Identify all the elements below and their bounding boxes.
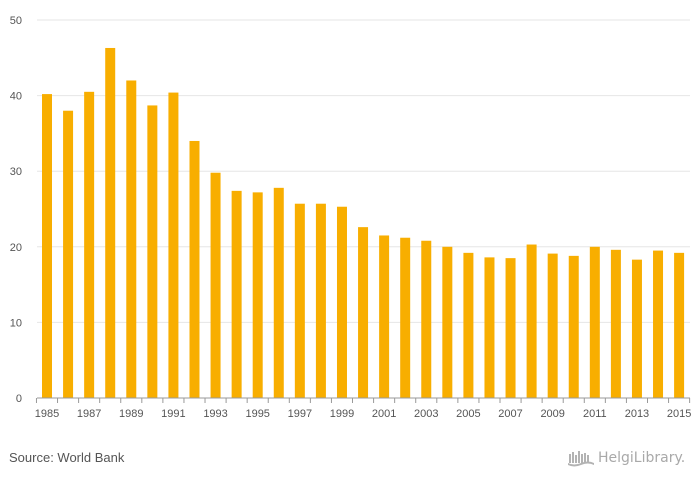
- x-tick-label: 2005: [456, 408, 480, 420]
- bar-2014: [653, 250, 664, 398]
- bar-1994: [231, 190, 242, 398]
- x-tick-label: 1989: [119, 408, 143, 420]
- bar-1996: [273, 187, 284, 398]
- source-note: Source: World Bank: [9, 450, 125, 465]
- bar-2006: [484, 257, 495, 398]
- bar-2008: [526, 244, 537, 398]
- bar-2010: [568, 255, 579, 398]
- bar-2015: [674, 252, 685, 398]
- brand-name: HelgiLibrary.: [598, 450, 686, 466]
- x-tick-label: 2015: [667, 408, 691, 420]
- bar-2011: [589, 246, 600, 398]
- tick-labels: 0 10 20 30 40 50 1985 1987 1989 1991 1993 1995 1997 1…: [10, 15, 692, 420]
- bar-1986: [63, 110, 74, 398]
- x-tick-label: 1987: [77, 408, 101, 420]
- x-tick-label: 1999: [330, 408, 354, 420]
- bar-2003: [421, 240, 432, 398]
- x-tick-label: 1993: [203, 408, 227, 420]
- brand-logo: HelgiLibrary.: [568, 449, 685, 467]
- bar-2009: [547, 253, 558, 398]
- x-tick-label: 2001: [372, 408, 396, 420]
- bar-1997: [294, 203, 305, 398]
- bar-1998: [315, 203, 326, 398]
- bar-1990: [147, 105, 158, 399]
- x-tick-label: 2003: [414, 408, 438, 420]
- bar-1988: [105, 47, 116, 398]
- bar-2013: [631, 259, 642, 398]
- bar-2000: [358, 227, 369, 398]
- y-tick-label: 30: [10, 166, 22, 178]
- bar-2012: [610, 249, 621, 398]
- bar-2001: [379, 235, 390, 398]
- x-tick-label: 1995: [245, 408, 269, 420]
- y-tick-label: 0: [16, 393, 22, 405]
- axes: [35, 397, 691, 403]
- grid-lines: [37, 19, 690, 323]
- x-tick-label: 2011: [583, 408, 607, 420]
- bar-2007: [505, 258, 516, 398]
- y-tick-label: 50: [10, 15, 22, 27]
- bar-2004: [442, 246, 453, 398]
- x-tick-label: 2009: [540, 408, 564, 420]
- y-tick-label: 20: [10, 242, 22, 254]
- library-logo-icon: [568, 451, 594, 467]
- y-tick-label: 40: [10, 91, 22, 103]
- bar-1991: [168, 92, 179, 398]
- x-tick-label: 1991: [161, 408, 185, 420]
- y-tick-label: 10: [10, 317, 22, 329]
- bar-1987: [84, 91, 95, 398]
- bar-1989: [126, 80, 137, 398]
- x-tick-label: 1985: [35, 408, 59, 420]
- bar-1995: [252, 192, 263, 398]
- bars: [42, 47, 685, 399]
- x-tick-label: 2007: [498, 408, 522, 420]
- bar-2005: [463, 252, 474, 398]
- bar-chart: 0 10 20 30 40 50 1985 1987 1989 1991 1993 1995 1997 1…: [10, 15, 692, 420]
- bar-1999: [336, 206, 347, 398]
- x-tick-label: 1997: [288, 408, 312, 420]
- bar-1985: [42, 94, 52, 398]
- bar-2002: [400, 237, 411, 398]
- bar-1993: [210, 172, 221, 398]
- bar-1992: [189, 140, 200, 398]
- x-tick-label: 2013: [625, 408, 649, 420]
